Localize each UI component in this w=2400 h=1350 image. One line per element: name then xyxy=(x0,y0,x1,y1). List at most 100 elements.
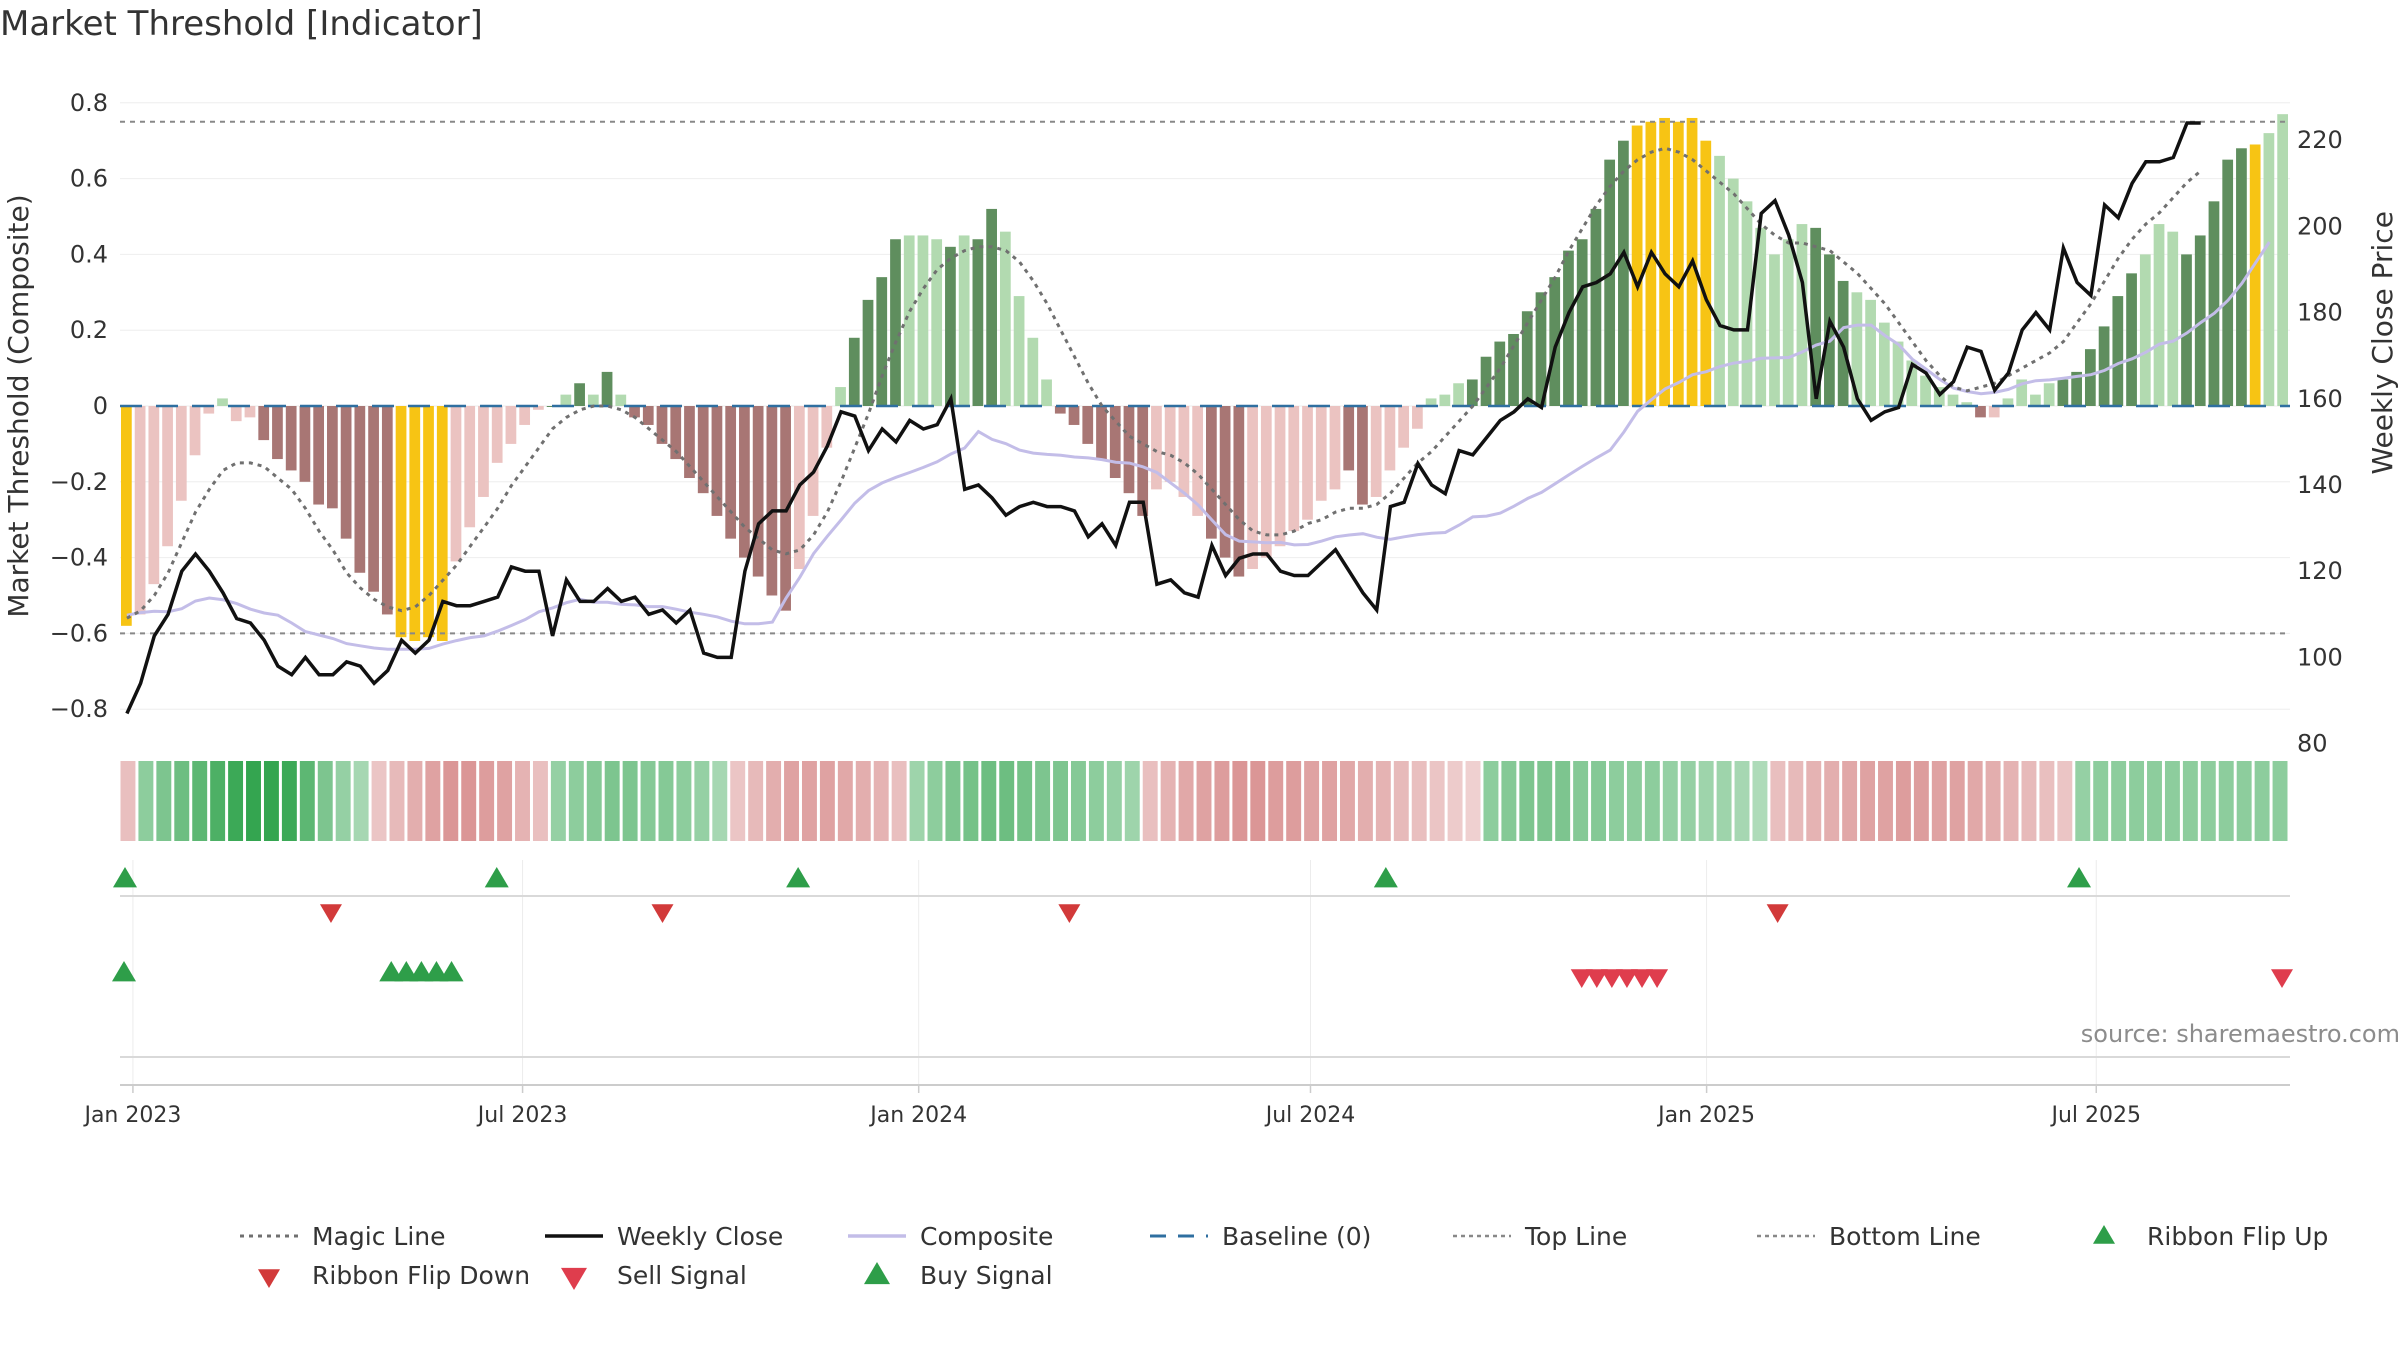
x-tick-label: Jul 2024 xyxy=(1264,1103,1356,1128)
composite-bar xyxy=(1920,375,1931,406)
composite-bar xyxy=(450,406,462,562)
composite-bar xyxy=(2263,133,2275,406)
legend-label: Composite xyxy=(920,1222,1053,1251)
composite-bar xyxy=(1192,406,1203,516)
ribbon-segment xyxy=(1626,761,1642,841)
composite-bar xyxy=(903,235,915,406)
composite-bar xyxy=(1178,406,1190,497)
composite-bar xyxy=(1082,406,1094,444)
ribbon-segment xyxy=(2218,761,2234,841)
composite-bar xyxy=(2030,394,2041,406)
y-tick-label: 0.8 xyxy=(70,89,108,117)
composite-bar xyxy=(848,337,860,406)
legend-label: Bottom Line xyxy=(1829,1222,1981,1251)
composite-bar xyxy=(1219,406,1231,558)
y-tick-label: 0 xyxy=(93,392,108,420)
legend-label: Magic Line xyxy=(312,1222,446,1251)
ribbon-flip-up-marker xyxy=(1373,867,1398,888)
buy-signal-marker xyxy=(439,961,464,982)
composite-bar xyxy=(670,406,682,460)
composite-bar xyxy=(1563,250,1574,406)
composite-bar xyxy=(1961,402,1973,406)
x-tick-label: Jan 2025 xyxy=(1656,1103,1755,1128)
composite-bar xyxy=(285,406,297,471)
composite-bar xyxy=(1370,406,1382,497)
composite-bar xyxy=(2181,254,2192,406)
y-tick-label: −0.2 xyxy=(50,468,108,496)
ribbon-segment xyxy=(1878,761,1893,841)
ribbon-segment xyxy=(568,761,584,841)
ribbon-segment xyxy=(407,761,423,841)
ribbon-segment xyxy=(1555,761,1571,841)
composite-bar xyxy=(2167,231,2179,406)
composite-bar xyxy=(986,208,997,406)
ribbon-segment xyxy=(927,761,943,841)
ribbon-segment xyxy=(371,761,387,841)
ribbon-segment xyxy=(1286,761,1302,841)
composite-bar xyxy=(2084,349,2096,406)
composite-bar xyxy=(134,406,146,615)
composite-bar xyxy=(1755,227,1767,406)
ribbon-segment xyxy=(712,761,728,841)
composite-bar xyxy=(1480,356,1492,406)
composite-bar xyxy=(1604,159,1616,406)
ribbon-segment xyxy=(550,761,566,841)
ribbon-segment xyxy=(1501,761,1517,841)
composite-bar xyxy=(587,394,599,406)
ribbon-segment xyxy=(2075,761,2091,841)
y-tick-label: 0.4 xyxy=(70,240,108,268)
ribbon-segment xyxy=(586,761,602,841)
composite-bar xyxy=(381,406,393,615)
y-tick-label: −0.8 xyxy=(50,695,108,723)
composite-bar xyxy=(423,406,434,638)
composite-bar xyxy=(505,406,517,444)
ribbon-segment xyxy=(640,761,656,841)
ribbon-segment xyxy=(1860,761,1876,841)
sell-signal-marker xyxy=(1570,969,1593,988)
composite-bar xyxy=(1521,311,1533,406)
ribbon-segment xyxy=(1752,761,1768,841)
composite-bar xyxy=(1796,224,1808,406)
ribbon-segment xyxy=(353,761,369,841)
ribbon-segment xyxy=(604,761,620,841)
composite-bar xyxy=(2194,235,2206,406)
composite-bar xyxy=(601,371,613,406)
ribbon-segment xyxy=(1070,761,1086,841)
composite-bar xyxy=(1576,239,1588,406)
composite-bar xyxy=(1714,155,1725,406)
ribbon-segment xyxy=(1268,761,1284,841)
y-tick-label: −0.4 xyxy=(50,544,108,572)
ribbon-segment xyxy=(1017,761,1033,841)
ribbon-segment xyxy=(2093,761,2109,841)
composite-bar xyxy=(2057,379,2069,406)
composite-bar xyxy=(533,406,544,410)
composite-bar xyxy=(1700,140,1712,406)
ribbon-segment xyxy=(1106,761,1122,841)
ribbon-segment xyxy=(2021,761,2037,841)
composite-bar xyxy=(368,406,379,592)
ribbon-segment xyxy=(676,761,692,841)
composite-bar xyxy=(519,406,531,425)
ribbon-segment xyxy=(945,761,961,841)
ribbon-segment xyxy=(1573,761,1589,841)
ribbon-segment xyxy=(138,761,154,841)
sell-signal-marker xyxy=(1646,969,1669,988)
composite-bar xyxy=(766,406,778,596)
composite-bar xyxy=(230,406,242,422)
composite-bar xyxy=(162,406,173,547)
legend-label: Top Line xyxy=(1524,1222,1627,1251)
ribbon-segment xyxy=(981,761,997,841)
legend-swatch-sell xyxy=(561,1267,587,1290)
ribbon-segment xyxy=(891,761,907,841)
composite-bar xyxy=(890,239,901,406)
ribbon-segment xyxy=(1447,761,1463,841)
ribbon-segment xyxy=(174,761,190,841)
ribbon-segment xyxy=(515,761,530,841)
composite-bar xyxy=(409,406,421,641)
composite-bar xyxy=(615,394,627,406)
ribbon-segment xyxy=(1895,761,1911,841)
ribbon-segment xyxy=(1644,761,1660,841)
ribbon-segment xyxy=(263,761,279,841)
composite-bar xyxy=(1810,227,1822,406)
composite-bar xyxy=(2249,144,2261,407)
